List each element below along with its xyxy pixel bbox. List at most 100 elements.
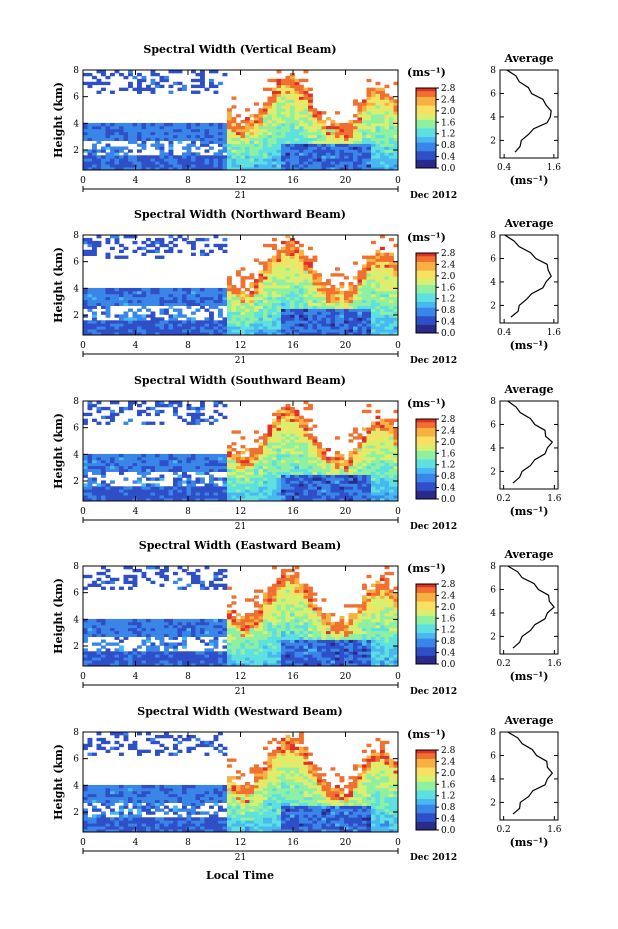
heatmap-cell (177, 492, 183, 496)
heatmap-cell (299, 90, 304, 94)
heatmap-cell (380, 424, 385, 428)
heatmap-cell (276, 424, 282, 428)
heatmap-cell (110, 329, 115, 333)
heatmap-cell (258, 468, 264, 472)
heatmap-cell (384, 453, 390, 458)
heatmap-cell (389, 451, 394, 455)
heatmap-cell (389, 299, 394, 304)
heatmap-cell (105, 81, 111, 86)
heatmap-cell (200, 583, 205, 587)
heatmap-cell (249, 302, 255, 306)
heatmap-cell (227, 462, 232, 467)
colorbar-segment (416, 162, 436, 166)
heatmap-cell (105, 128, 111, 133)
heatmap-cell (182, 329, 187, 333)
heatmap-cell (335, 329, 340, 333)
heatmap-cell (290, 287, 295, 292)
heatmap-cell (285, 439, 291, 443)
heatmap-cell (339, 317, 345, 321)
heatmap-cell (195, 633, 201, 637)
heatmap-cell (155, 654, 160, 658)
heatmap-cell (272, 317, 277, 321)
panel-title: Spectral Width (Eastward Beam) (139, 539, 341, 552)
heatmap-cell (119, 624, 124, 629)
heatmap-cell (249, 296, 255, 301)
heatmap-cell (254, 120, 259, 124)
heatmap-cell (299, 486, 304, 490)
heatmap-cell (362, 468, 367, 472)
heatmap-cell (299, 99, 304, 103)
heatmap-cell (191, 618, 196, 623)
heatmap-cell (272, 140, 277, 144)
heatmap-cell (200, 131, 205, 136)
heatmap-cell (92, 663, 97, 667)
heatmap-cell (236, 471, 241, 475)
heatmap-cell (213, 486, 219, 490)
heatmap-cell (294, 96, 300, 100)
heatmap-cell (173, 651, 178, 655)
heatmap-cell (101, 293, 106, 298)
heatmap-cell (119, 320, 124, 324)
heatmap-cells (83, 401, 399, 502)
heatmap-cell (101, 72, 106, 77)
heatmap-cell (200, 143, 205, 147)
heatmap-cell (119, 137, 124, 141)
heatmap-cell (276, 81, 282, 86)
heatmap-cell (312, 131, 318, 136)
heatmap-cell (114, 456, 120, 461)
heatmap-cell (245, 137, 250, 141)
heatmap-cell (114, 164, 120, 168)
heatmap-cell (177, 633, 183, 637)
heatmap-cell (227, 498, 232, 502)
heatmap-cell (380, 430, 385, 434)
heatmap-cell (357, 483, 363, 487)
heatmap-cell (186, 296, 192, 301)
heatmap-cell (191, 317, 196, 321)
heatmap-cell (299, 93, 304, 97)
heatmap-cell (366, 87, 372, 91)
heatmap-cell (290, 72, 295, 77)
heatmap-cell (375, 302, 381, 306)
heatmap-cell (218, 290, 223, 295)
heatmap-cell (204, 149, 210, 153)
heatmap-cell (173, 164, 178, 168)
heatmap-cell (195, 125, 201, 130)
heatmap-cell (375, 430, 381, 434)
heatmap-cell (132, 287, 138, 292)
heatmap-cell (146, 249, 151, 254)
heatmap-cell (141, 651, 147, 655)
colorbar-segment (416, 139, 436, 143)
heatmap-cell (290, 81, 295, 86)
heatmap-cell (303, 317, 309, 321)
heatmap-cell (177, 81, 183, 86)
heatmap-cell (263, 459, 268, 464)
heatmap-cell (330, 308, 336, 312)
heatmap-cell (191, 125, 196, 130)
heatmap-cell (173, 128, 178, 133)
heatmap-cell (384, 462, 390, 467)
heatmap-cell (200, 134, 205, 139)
heatmap-cell (317, 471, 322, 475)
heatmap-cell (114, 453, 120, 458)
heatmap-cell (164, 323, 169, 327)
heatmap-cell (182, 131, 187, 136)
heatmap-cell (227, 465, 232, 470)
heatmap-cell (299, 320, 304, 324)
heatmap-cell (254, 456, 259, 461)
panel-title: Spectral Width (Northward Beam) (134, 208, 346, 221)
heatmap-cell (200, 639, 205, 643)
heatmap-cell (128, 332, 133, 336)
heatmap-cell (227, 311, 232, 315)
heatmap-cell (96, 654, 102, 658)
heatmap-cell (384, 320, 390, 324)
heatmap-cell (128, 465, 133, 470)
heatmap-cell (303, 111, 309, 115)
heatmap-cell (357, 489, 363, 493)
heatmap-cell (384, 483, 390, 487)
heatmap-cell (249, 149, 255, 153)
heatmap-cell (389, 317, 394, 321)
heatmap-cell (276, 459, 282, 464)
heatmap-cell (222, 317, 228, 321)
heatmap-cell (83, 483, 88, 487)
heatmap-cell (101, 320, 106, 324)
